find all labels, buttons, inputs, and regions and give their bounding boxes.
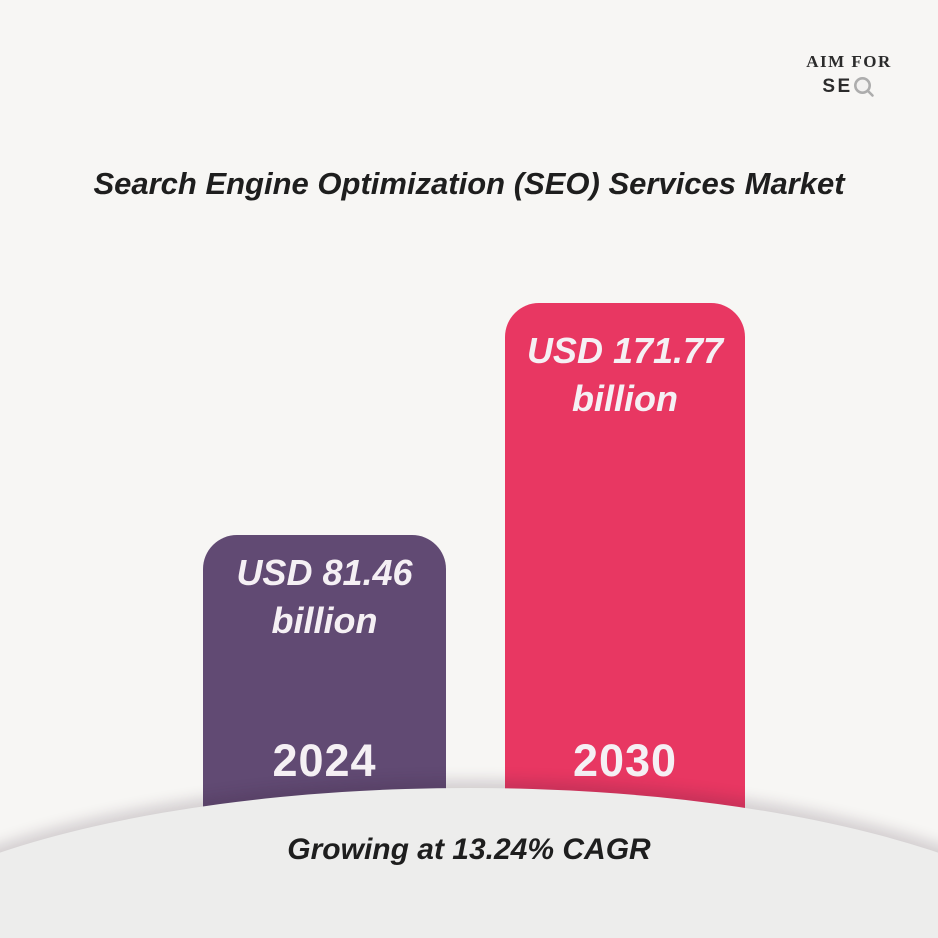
bar-2024-value-label: USD 81.46 billion [203,535,446,644]
brand-name-prefix: SE [822,76,853,97]
bottom-curve-shape [0,788,938,938]
bar-2030-value-label: USD 171.77 billion [505,303,745,422]
brand-name-top: AIM FOR [806,52,892,71]
brand-name-bottom: SE [794,75,904,99]
chart-title: Search Engine Optimization (SEO) Service… [93,166,845,201]
magnifier-icon [853,75,876,99]
bar-2024-value-line1: USD 81.46 [236,552,413,593]
brand-logo: AIM FOR SE [794,52,904,99]
bar-2030: USD 171.77 billion 2030 [505,303,745,885]
bar-2024-year-label: 2024 [272,735,377,786]
cagr-annotation: Growing at 13.24% CAGR [287,833,651,866]
bar-2030-year-label: 2030 [572,735,678,786]
bar-2024-value-line2: billion [271,599,378,641]
bar-2030-value-line1: USD 171.77 [526,330,724,371]
bar-2030-value-line2: billion [572,377,678,419]
bar-2024: USD 81.46 billion 2024 [203,535,446,885]
